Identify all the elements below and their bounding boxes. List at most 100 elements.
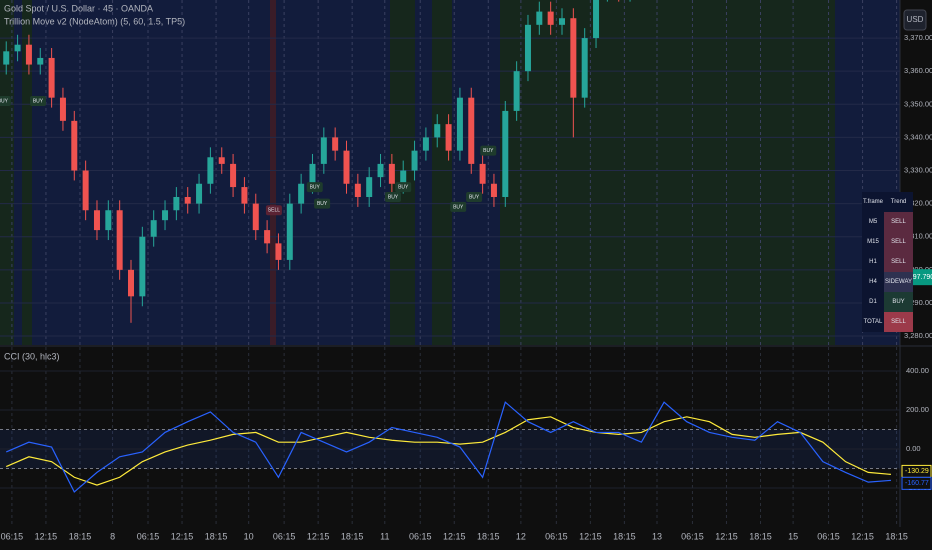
table-cell: H4 bbox=[869, 279, 877, 285]
indicator-title: Trillion Move v2 (NodeAtom) (5, 60, 1.5,… bbox=[4, 16, 185, 26]
candle-body bbox=[434, 124, 441, 138]
y-tick-label: 3,370.000 bbox=[904, 33, 932, 42]
signal-label: BUY bbox=[388, 194, 399, 200]
candle-body bbox=[309, 163, 316, 184]
candle-body bbox=[332, 137, 339, 151]
x-tick-label: 12:15 bbox=[715, 531, 738, 541]
y-tick-label: 3,350.000 bbox=[904, 99, 932, 108]
candle-body bbox=[218, 157, 225, 164]
candle-body bbox=[513, 71, 520, 111]
x-tick-label: 18:15 bbox=[341, 531, 364, 541]
table-cell: SIDEWAY bbox=[884, 272, 914, 292]
shade bbox=[0, 0, 14, 345]
candle-body bbox=[286, 203, 293, 260]
y-tick-label: 3,310.000 bbox=[904, 232, 932, 241]
candle-body bbox=[128, 269, 135, 297]
table-cell: M5 bbox=[868, 219, 878, 225]
candle-body bbox=[3, 51, 10, 65]
last-price-label: 3,297.790 bbox=[903, 274, 932, 281]
candle-body bbox=[547, 11, 554, 25]
candle-body bbox=[490, 183, 497, 198]
x-tick-label: 06:15 bbox=[137, 531, 160, 541]
regime-shading bbox=[0, 0, 900, 345]
signal-box bbox=[385, 192, 402, 203]
signal-label: BUY bbox=[398, 184, 409, 190]
candle-body bbox=[184, 197, 191, 204]
candle-body bbox=[173, 197, 180, 211]
candle-body bbox=[298, 183, 305, 204]
candle-body bbox=[162, 210, 169, 221]
candle-body bbox=[241, 187, 248, 204]
candle-body bbox=[275, 243, 282, 260]
x-tick-label: 15 bbox=[788, 531, 798, 541]
shade bbox=[270, 0, 276, 345]
candle-body bbox=[593, 0, 600, 39]
signal-label: BUY bbox=[0, 98, 9, 104]
candle-body bbox=[82, 170, 89, 211]
table-row: M5 SELL bbox=[862, 212, 914, 232]
y-tick-label: 400.00 bbox=[906, 366, 929, 375]
signal-label: BUY bbox=[483, 148, 494, 154]
x-tick-label: 11 bbox=[380, 531, 389, 541]
candle-body bbox=[59, 97, 66, 121]
x-tick-label: 18:15 bbox=[749, 531, 772, 541]
candle-body bbox=[37, 57, 44, 65]
candle-body bbox=[445, 124, 452, 151]
table-cell: M15 bbox=[867, 239, 879, 245]
signal-box bbox=[0, 95, 11, 106]
shade bbox=[22, 0, 32, 345]
candle-body bbox=[320, 137, 327, 164]
signal-box bbox=[314, 198, 331, 209]
table-cell: BUY bbox=[884, 292, 914, 312]
cci-pane bbox=[0, 347, 900, 527]
signal-box bbox=[450, 201, 467, 212]
table-cell: T.frame bbox=[863, 199, 884, 205]
cci-line bbox=[6, 401, 891, 493]
candle-body bbox=[388, 163, 395, 184]
candle-body bbox=[150, 220, 157, 237]
x-tick-label: 18:15 bbox=[205, 531, 228, 541]
candle-body bbox=[524, 24, 531, 72]
x-tick-label: 06:15 bbox=[817, 531, 840, 541]
candle-body bbox=[570, 18, 577, 98]
signal-label: BUY bbox=[453, 204, 464, 210]
table-row: T.frame Trend bbox=[862, 192, 913, 212]
signal-label: BUY bbox=[317, 201, 328, 207]
candle-body bbox=[139, 236, 146, 297]
signal-box bbox=[480, 145, 497, 156]
x-tick-label: 18:15 bbox=[613, 531, 636, 541]
table-row: M15 SELL bbox=[862, 232, 914, 252]
candle-body bbox=[422, 137, 429, 151]
signal-box bbox=[306, 182, 323, 193]
x-tick-label: 10 bbox=[244, 531, 254, 541]
x-tick-label: 18:15 bbox=[477, 531, 500, 541]
table-cell: D1 bbox=[869, 299, 877, 305]
candle-body bbox=[377, 163, 384, 178]
value-label: -130.29 bbox=[905, 468, 929, 475]
value-box bbox=[901, 476, 932, 490]
candle-body bbox=[366, 177, 373, 198]
candle-body bbox=[230, 163, 237, 188]
cci-title: CCI (30, hlc3) bbox=[4, 351, 60, 361]
signal-box bbox=[466, 192, 483, 203]
table-row: D1 BUY bbox=[862, 292, 914, 312]
candle-body bbox=[14, 44, 21, 52]
candle-body bbox=[559, 18, 566, 25]
candle-body bbox=[581, 38, 588, 98]
x-tick-label: 12:15 bbox=[171, 531, 194, 541]
y-tick-label: 3,330.000 bbox=[904, 165, 932, 174]
candle-body bbox=[252, 203, 259, 231]
x-tick-label: 06:15 bbox=[1, 531, 24, 541]
x-tick-label: 06:15 bbox=[409, 531, 432, 541]
x-tick-label: 18:15 bbox=[885, 531, 908, 541]
x-tick-label: 12:15 bbox=[307, 531, 330, 541]
currency-box[interactable] bbox=[903, 9, 927, 31]
x-tick-label: 8 bbox=[110, 531, 115, 541]
table-cell: TOTAL bbox=[863, 319, 883, 325]
signal-box bbox=[265, 205, 282, 216]
x-tick-label: 12:15 bbox=[851, 531, 874, 541]
table-cell: SELL bbox=[884, 212, 914, 232]
